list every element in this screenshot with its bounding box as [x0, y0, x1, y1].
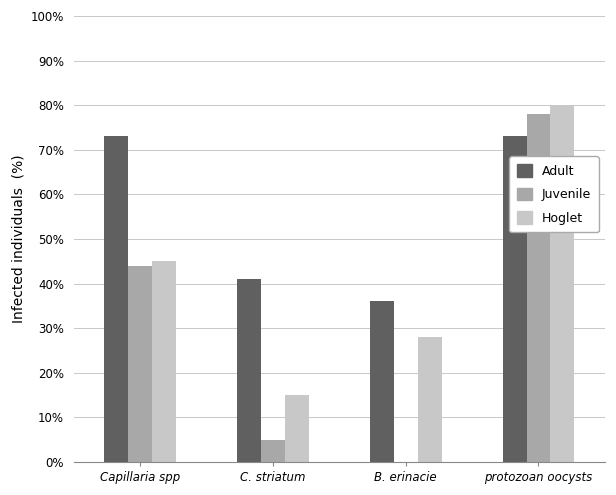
Bar — [152, 261, 176, 462]
Bar — [551, 105, 574, 462]
Bar — [237, 279, 261, 462]
Bar — [261, 440, 285, 462]
Y-axis label: Infected individuals  (%): Infected individuals (%) — [11, 154, 25, 323]
Bar — [128, 266, 152, 462]
Bar — [285, 395, 309, 462]
Bar — [418, 337, 442, 462]
Bar — [104, 137, 128, 462]
Bar — [503, 137, 527, 462]
Bar — [370, 301, 394, 462]
Legend: Adult, Juvenile, Hoglet: Adult, Juvenile, Hoglet — [509, 156, 599, 232]
Bar — [527, 114, 551, 462]
